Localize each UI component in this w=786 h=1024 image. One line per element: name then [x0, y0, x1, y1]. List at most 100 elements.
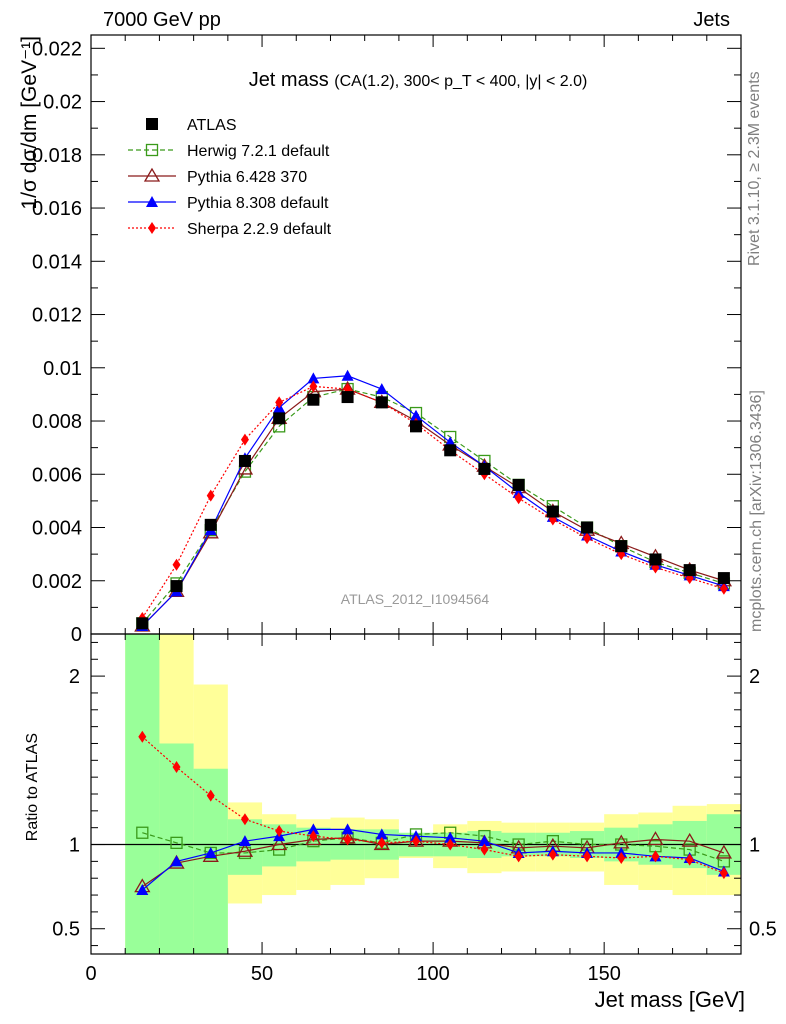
ratio-y-tick-label-right: 2 — [749, 666, 760, 688]
legend-label-herwig-7-2-1-default: Herwig 7.2.1 default — [187, 143, 330, 160]
ratio-point-sherpa-2-2-9-default — [343, 833, 352, 846]
ratio-point-sherpa-2-2-9-default — [275, 825, 284, 838]
ratio-band-green-bin — [125, 634, 160, 954]
main-point-sherpa-2-2-9-default — [206, 489, 215, 502]
main-point-pythia-6-428-370 — [236, 460, 254, 475]
main-point-atlas — [512, 478, 525, 491]
main-line-herwig-7-2-1-default — [141, 388, 725, 624]
main-point-sherpa-2-2-9-default — [583, 532, 592, 545]
ratio-point-pythia-8-308-default — [136, 884, 149, 895]
ratio-y-tick-label: 0.5 — [52, 919, 80, 941]
legend-marker-herwig-7-2-1-default — [145, 143, 159, 157]
main-point-sherpa-2-2-9-default — [514, 492, 523, 505]
main-point-sherpa-2-2-9-default — [275, 396, 284, 409]
ratio-point-pythia-8-308-default — [375, 828, 388, 840]
ratio-point-sherpa-2-2-9-default — [240, 813, 249, 826]
ratio-point-sherpa-2-2-9-default — [206, 789, 215, 802]
ratio-point-pythia-8-308-default — [444, 831, 457, 843]
main-point-atlas — [683, 564, 696, 577]
y-tick-label: 0.014 — [32, 251, 82, 273]
ratio-point-herwig-7-2-1-default — [136, 826, 149, 839]
x-tick-label: 100 — [416, 963, 449, 985]
main-point-atlas — [307, 393, 320, 406]
y-tick-label: 0.004 — [32, 518, 82, 540]
ratio-series — [134, 730, 733, 895]
ratio-y-tick-label-right: 0.5 — [749, 919, 777, 941]
analysis-watermark: ATLAS_2012_I1094564 — [341, 591, 490, 607]
main-point-atlas — [649, 553, 662, 566]
ratio-point-sherpa-2-2-9-default — [138, 730, 147, 743]
y-tick-label: 0.012 — [32, 305, 82, 327]
ratio-point-pythia-8-308-default — [307, 823, 320, 835]
ratio-y-tick-label: 1 — [69, 835, 80, 857]
legend-marker-sherpa-2-2-9-default — [148, 222, 156, 234]
ratio-point-sherpa-2-2-9-default — [685, 853, 694, 866]
main-point-atlas — [341, 391, 354, 404]
legend-marker-atlas — [146, 118, 158, 130]
x-axis-title: Jet mass [GeV] — [595, 987, 745, 1012]
main-point-pythia-8-308-default — [307, 372, 320, 384]
x-tick-label: 50 — [251, 963, 273, 985]
legend-label-pythia-6-428-370: Pythia 6.428 370 — [187, 169, 307, 186]
y-tick-label: 0 — [71, 624, 82, 646]
ratio-point-pythia-8-308-default — [238, 835, 251, 847]
ratio-axis-title: Ratio to ATLAS — [24, 733, 41, 841]
main-point-pythia-8-308-default — [375, 383, 388, 395]
legend-label-atlas: ATLAS — [187, 117, 237, 134]
main-point-atlas — [410, 420, 422, 433]
ratio-y-tick-label: 2 — [69, 666, 80, 688]
main-point-atlas — [136, 617, 149, 630]
y-tick-label: 0.006 — [32, 464, 82, 486]
legend: ATLAS Herwig 7.2.1 default Pythia 6.428 37… — [128, 117, 332, 238]
header-process-label: Jets — [693, 9, 730, 31]
header-energy-label: 7000 GeV pp — [103, 9, 221, 31]
ratio-point-pythia-6-428-370 — [647, 831, 664, 846]
ratio-point-sherpa-2-2-9-default — [446, 838, 455, 851]
main-point-atlas — [717, 572, 730, 585]
y-tick-label: 0.008 — [32, 411, 82, 433]
y-tick-label: 0.01 — [43, 358, 82, 380]
ratio-point-sherpa-2-2-9-default — [172, 761, 181, 774]
main-series — [134, 369, 733, 632]
x-tick-label: 0 — [85, 963, 96, 985]
ratio-y-tick-label-right: 1 — [749, 835, 760, 857]
y-tick-label: 0.016 — [32, 198, 82, 220]
y-tick-label: 0.018 — [32, 145, 82, 167]
main-point-atlas — [170, 580, 183, 593]
ratio-point-pythia-8-308-default — [478, 835, 491, 847]
main-point-atlas — [444, 444, 457, 457]
main-point-atlas — [204, 518, 217, 531]
ratio-point-sherpa-2-2-9-default — [514, 850, 523, 863]
main-point-pythia-8-308-default — [341, 369, 354, 381]
ratio-point-sherpa-2-2-9-default — [617, 852, 626, 864]
ratio-point-pythia-6-428-370 — [271, 836, 288, 851]
y-tick-label: 0.022 — [32, 38, 82, 60]
main-point-sherpa-2-2-9-default — [719, 582, 728, 595]
ratio-line-pythia-6-428-370 — [141, 837, 725, 888]
ratio-line-pythia-8-308-default — [141, 828, 725, 891]
main-point-atlas — [273, 412, 286, 425]
chart-texts: Jet mass (CA(1.2), 300< p_T < 400, |y| <… — [18, 36, 745, 1012]
ratio-point-sherpa-2-2-9-default — [309, 830, 318, 843]
ratio-line-sherpa-2-2-9-default — [141, 736, 725, 874]
main-point-pythia-8-308-default — [410, 409, 422, 421]
ratio-point-pythia-6-428-370 — [715, 844, 733, 859]
y-axis-title: 1/σ dσ/dm [GeV⁻¹] — [18, 36, 41, 210]
ratio-point-pythia-6-428-370 — [305, 831, 322, 846]
main-line-sherpa-2-2-9-default — [141, 385, 725, 619]
ratio-point-pythia-6-428-370 — [236, 842, 254, 857]
main-point-atlas — [581, 521, 594, 534]
ratio-point-sherpa-2-2-9-default — [719, 867, 728, 880]
ratio-point-pythia-8-308-default — [170, 855, 183, 867]
ratio-bands — [91, 634, 741, 954]
y-tick-label: 0.02 — [43, 92, 82, 114]
legend-marker-pythia-8-308-default — [146, 196, 158, 207]
main-point-atlas — [375, 396, 388, 409]
axes: 0 50 100 150 0 0.002 0.004 0.006 0.008 0.01 0.012 0… — [32, 34, 777, 985]
ratio-point-sherpa-2-2-9-default — [651, 850, 660, 863]
ratio-point-sherpa-2-2-9-default — [412, 835, 420, 848]
ratio-point-pythia-8-308-default — [341, 823, 354, 835]
ratio-point-sherpa-2-2-9-default — [480, 843, 489, 856]
x-tick-label: 150 — [587, 963, 620, 985]
